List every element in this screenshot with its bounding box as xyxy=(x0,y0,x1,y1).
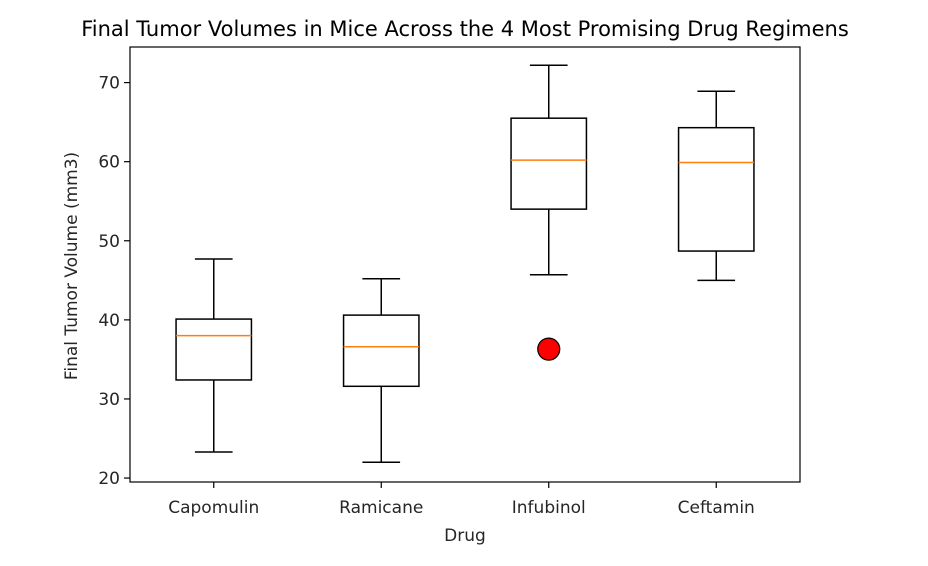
plot-area-frame xyxy=(129,46,801,483)
iqr-box xyxy=(342,314,420,388)
x-tick-label: Ramicane xyxy=(339,498,423,518)
y-axis-ticks: 20 30 40 50 60 70 xyxy=(98,74,130,489)
iqr-box xyxy=(175,318,253,381)
box-ceftamin xyxy=(677,90,755,282)
x-tick-label: Infubinol xyxy=(512,498,586,518)
x-tick-label: Capomulin xyxy=(168,498,259,518)
y-tick-label: 30 xyxy=(98,390,120,410)
iqr-box xyxy=(677,126,755,252)
y-tick-label: 20 xyxy=(98,469,120,489)
box-ramicane xyxy=(342,277,420,463)
box-series xyxy=(175,64,755,463)
box-infubinol xyxy=(510,64,588,361)
x-tick-label: Ceftamin xyxy=(678,498,755,518)
box-capomulin xyxy=(175,258,253,453)
outlier-point xyxy=(537,337,561,361)
y-tick-label: 40 xyxy=(98,311,120,331)
x-axis-label: Drug xyxy=(444,526,486,546)
y-axis-label: Final Tumor Volume (mm3) xyxy=(62,152,82,380)
iqr-box xyxy=(510,117,588,210)
chart-title: Final Tumor Volumes in Mice Across the 4… xyxy=(81,17,849,41)
y-tick-label: 70 xyxy=(98,74,120,94)
y-tick-label: 50 xyxy=(98,232,120,252)
y-tick-label: 60 xyxy=(98,153,120,173)
x-axis-ticks: Capomulin Ramicane Infubinol Ceftamin xyxy=(168,482,755,518)
